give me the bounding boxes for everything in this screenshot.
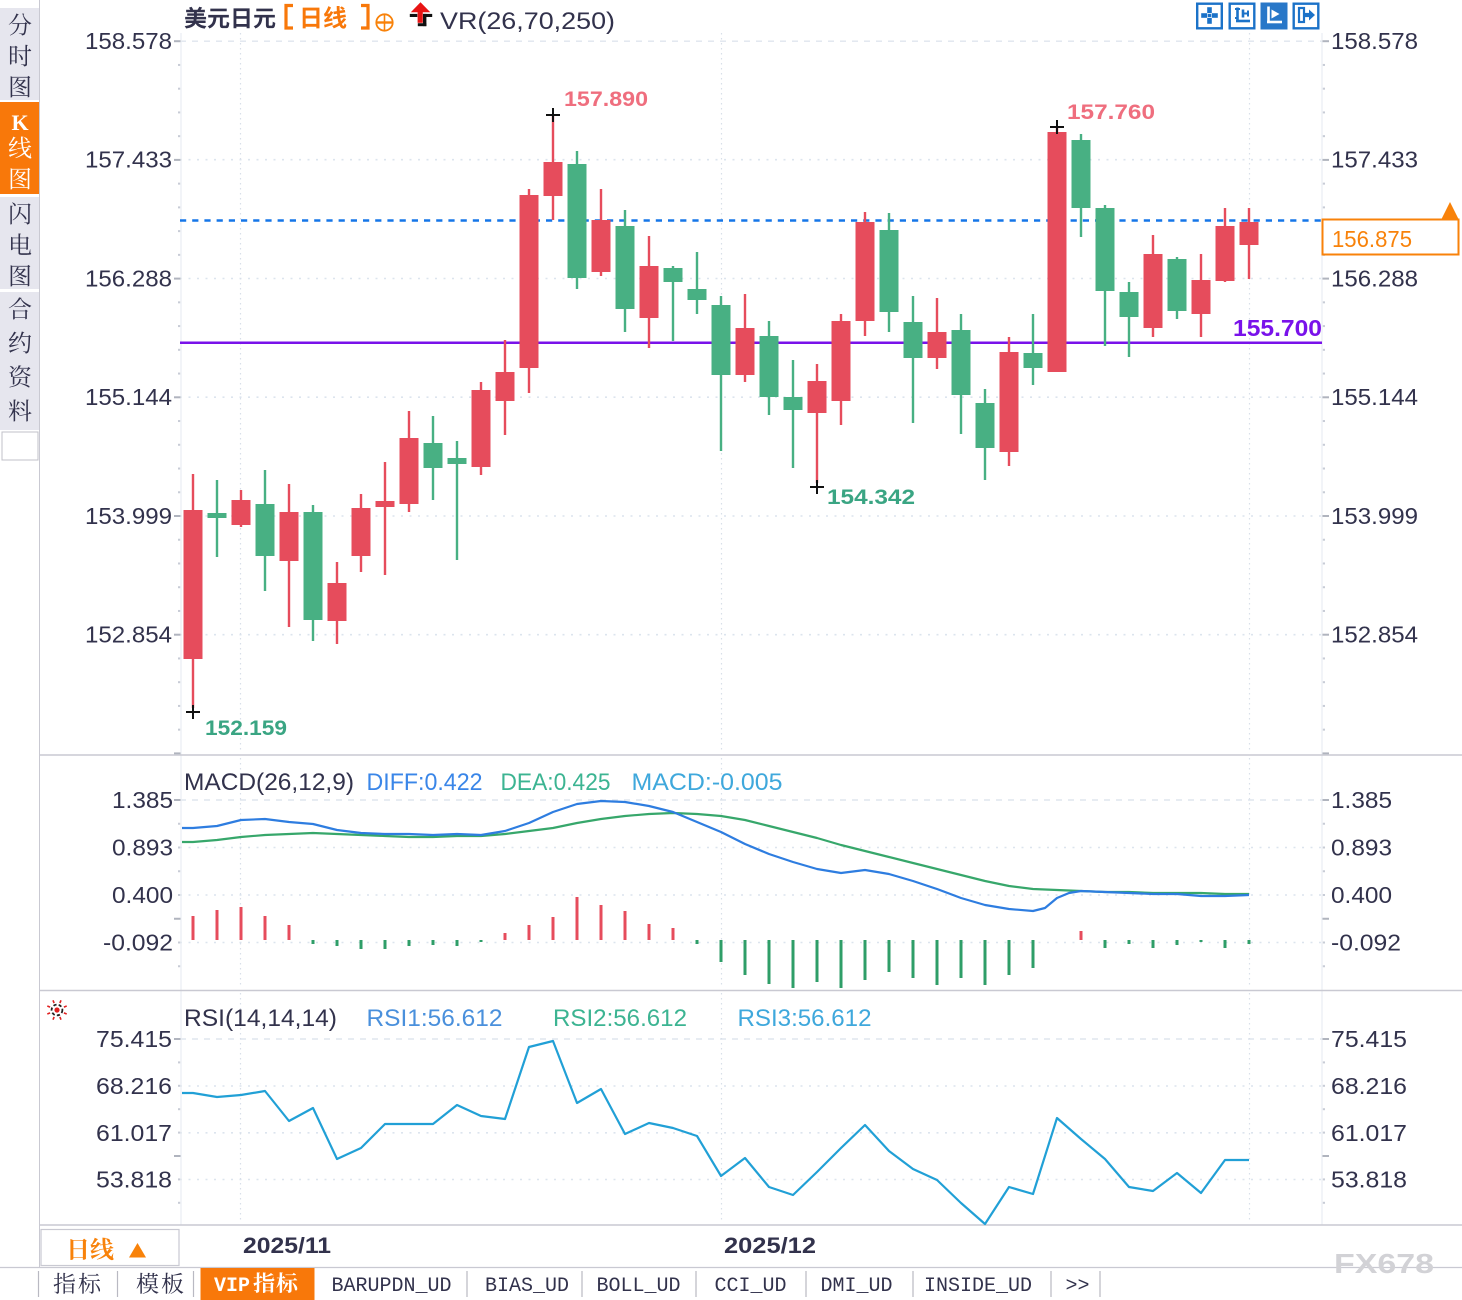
svg-text:FX678: FX678 (1334, 1248, 1434, 1279)
svg-text:RSI2:56.612: RSI2:56.612 (553, 1005, 687, 1032)
svg-text:0.400: 0.400 (112, 882, 173, 908)
svg-text:-0.092: -0.092 (1331, 930, 1401, 956)
svg-text:0.893: 0.893 (112, 835, 173, 861)
svg-text:158.578: 158.578 (85, 28, 172, 54)
svg-text:DMI_UD: DMI_UD (820, 1275, 892, 1298)
svg-text:152.854: 152.854 (85, 622, 172, 648)
svg-text:RSI3:56.612: RSI3:56.612 (738, 1005, 872, 1032)
svg-text:1.385: 1.385 (1331, 787, 1392, 813)
svg-text:157.433: 157.433 (85, 147, 172, 173)
svg-text:DIFF:0.422: DIFF:0.422 (367, 769, 483, 796)
svg-text:156.875: 156.875 (1332, 226, 1412, 252)
svg-text:2025/12: 2025/12 (724, 1233, 816, 1258)
svg-text:75.415: 75.415 (96, 1026, 172, 1052)
svg-text:VIP: VIP (214, 1275, 250, 1298)
svg-text:153.999: 153.999 (1331, 503, 1418, 529)
svg-text:0.400: 0.400 (1331, 882, 1392, 908)
svg-text:152.159: 152.159 (205, 717, 287, 740)
svg-text:155.700: 155.700 (1233, 315, 1322, 341)
svg-text:BOLL_UD: BOLL_UD (596, 1275, 680, 1298)
svg-text:1.385: 1.385 (112, 787, 173, 813)
svg-text:-0.092: -0.092 (103, 930, 173, 956)
svg-text:>>: >> (1065, 1275, 1089, 1298)
svg-text:INSIDE_UD: INSIDE_UD (924, 1275, 1032, 1298)
svg-text:2025/11: 2025/11 (243, 1233, 331, 1258)
svg-text:68.216: 68.216 (96, 1073, 172, 1099)
svg-text:RSI1:56.612: RSI1:56.612 (367, 1005, 503, 1032)
svg-text:VR(26,70,250): VR(26,70,250) (440, 8, 615, 35)
svg-text:61.017: 61.017 (96, 1120, 172, 1146)
svg-text:68.216: 68.216 (1331, 1073, 1407, 1099)
svg-text:153.999: 153.999 (85, 503, 172, 529)
svg-text:157.760: 157.760 (1067, 101, 1155, 124)
svg-text:DEA:0.425: DEA:0.425 (501, 769, 611, 796)
svg-text:156.288: 156.288 (85, 266, 172, 292)
svg-text:K: K (11, 110, 28, 135)
svg-text:MACD(26,12,9): MACD(26,12,9) (184, 769, 354, 796)
svg-text:61.017: 61.017 (1331, 1120, 1407, 1146)
svg-text:BIAS_UD: BIAS_UD (485, 1275, 569, 1298)
svg-text:CCI_UD: CCI_UD (714, 1275, 786, 1298)
svg-text:53.818: 53.818 (96, 1167, 172, 1193)
svg-text:155.144: 155.144 (85, 384, 172, 410)
svg-text:157.433: 157.433 (1331, 147, 1418, 173)
svg-text:157.890: 157.890 (564, 88, 648, 111)
svg-text:155.144: 155.144 (1331, 384, 1418, 410)
svg-text:158.578: 158.578 (1331, 28, 1418, 54)
svg-text:RSI(14,14,14): RSI(14,14,14) (184, 1005, 337, 1032)
svg-text:BARUPDN_UD: BARUPDN_UD (331, 1275, 451, 1298)
svg-text:0.893: 0.893 (1331, 835, 1392, 861)
svg-text:MACD:-0.005: MACD:-0.005 (632, 769, 783, 796)
svg-text:75.415: 75.415 (1331, 1026, 1407, 1052)
svg-text:156.288: 156.288 (1331, 266, 1418, 292)
svg-text:53.818: 53.818 (1331, 1167, 1407, 1193)
svg-text:152.854: 152.854 (1331, 622, 1418, 648)
svg-text:154.342: 154.342 (827, 486, 915, 509)
